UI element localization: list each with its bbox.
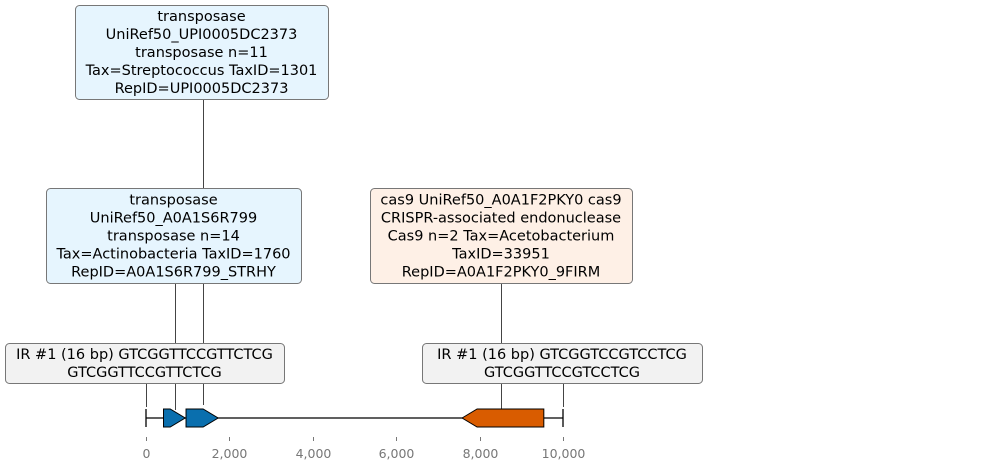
x-tick-label: 2,000 [212, 446, 248, 461]
annotation-text-line: Cas9 n=2 Tax=Acetobacterium [388, 229, 615, 245]
sequence-track [145, 408, 564, 428]
annotation-text-line: UniRef50_A0A1S6R799 [90, 211, 257, 227]
annotation-text-line: TaxID=33951 [451, 247, 550, 263]
annotation-box-ir-left: IR #1 (16 bp) GTCGGTTCCGTTCTCG GTCGGTTCCG… [5, 343, 285, 384]
annotation-text-line: UniRef50_UPI0005DC2373 [106, 27, 298, 43]
gene-cas9 [461, 408, 545, 428]
gene-small-transposase [163, 408, 187, 428]
gene-transposase [185, 408, 220, 428]
annotation-box-transposase-a0a1s6r799: transposase UniRef50_A0A1S6R799 transposas… [46, 188, 302, 284]
annotation-text-line: transposase n=11 [135, 45, 268, 61]
annotation-text-line: RepID=UPI0005DC2373 [115, 81, 289, 97]
x-axis: 0 2,000 4,000 6,000 8,000 10,000 [143, 437, 586, 461]
x-tick-label: 4,000 [296, 446, 332, 461]
annotation-text-line: transposase n=14 [107, 229, 240, 245]
annotation-text-line: Tax=Streptococcus TaxID=1301 [85, 63, 318, 79]
annotation-box-frame [370, 188, 633, 284]
annotation-text-line: cas9 UniRef50_A0A1F2PKY0 cas9 [380, 193, 621, 209]
annotation-text-line: IR #1 (16 bp) GTCGGTCCGTCCTCG [437, 347, 687, 363]
annotation-box-frame [422, 343, 703, 384]
annotation-box-ir-right: IR #1 (16 bp) GTCGGTCCGTCCTCG GTCGGTTCCGT… [422, 343, 703, 384]
x-tick-label: 0 [143, 446, 151, 461]
annotation-box-frame [75, 5, 329, 100]
annotation-text-line: RepID=A0A1F2PKY0_9FIRM [402, 265, 601, 281]
annotation-box-cas9-a0a1f2pky0: cas9 UniRef50_A0A1F2PKY0 cas9 CRISPR-asso… [370, 188, 633, 284]
x-tick-label: 8,000 [463, 446, 499, 461]
annotation-text-line: GTCGGTTCCGTTCTCG [67, 365, 222, 381]
annotation-text-line: transposase [129, 193, 217, 209]
annotation-box-frame [5, 343, 285, 384]
annotation-text-line: Tax=Actinobacteria TaxID=1760 [55, 247, 290, 263]
x-tick-label: 6,000 [379, 446, 415, 461]
annotation-box-transposase-upi0005dc2373: transposase UniRef50_UPI0005DC2373transpo… [75, 5, 329, 100]
annotation-boxes: transposaseUniRef50_UPI0005DC2373transpo… [5, 5, 703, 384]
x-tick-label: 10,000 [542, 446, 586, 461]
annotation-text-line: CRISPR-associated endonuclease [381, 211, 621, 227]
annotation-text-line: GTCGGTTCCGTCCTCG [484, 365, 640, 381]
annotation-text-line: IR #1 (16 bp) GTCGGTTCCGTTCTCG [16, 347, 273, 363]
annotation-text-line: transposase [157, 9, 245, 25]
annotation-box-frame [46, 188, 302, 284]
annotation-text-line: RepID=A0A1S6R799_STRHY [71, 265, 276, 281]
